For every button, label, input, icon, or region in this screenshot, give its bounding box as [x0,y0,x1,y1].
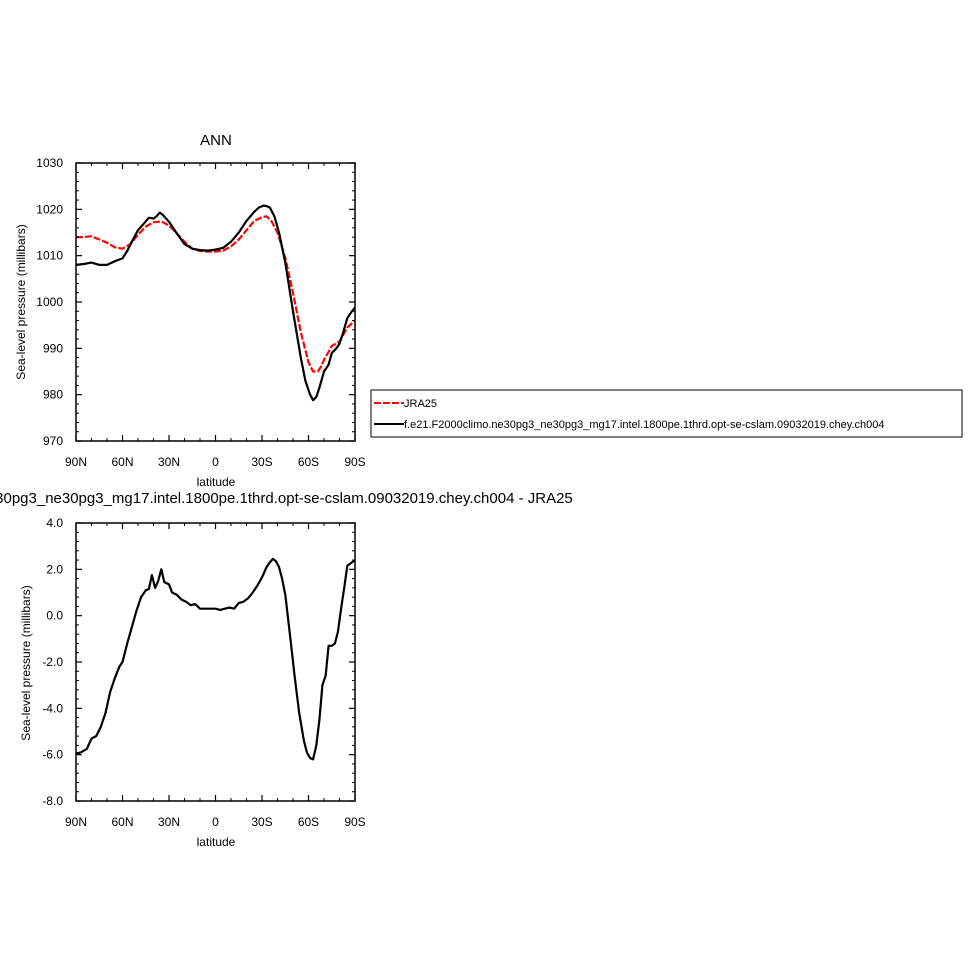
x-tick-label: 90S [344,815,365,829]
y-tick-label: 4.0 [46,516,63,530]
mean-slp-panel: ANN 90N 60N 30N 0 30S 60S 90S 970 980 990 1000 1010… [14,132,366,489]
x-tick-label: 60N [111,455,133,469]
y-tick-label: 1030 [36,156,63,170]
x-tick-label: 0 [212,815,219,829]
x-tick-label: 0 [212,455,219,469]
y-tick-label: 1010 [36,249,63,263]
y-axis-title: Sea-level pressure (millibars) [19,585,33,740]
x-tick-label: 60N [111,815,133,829]
x-axis-title: latitude [197,475,236,489]
series-line-0 [76,215,356,373]
series-line-1 [75,204,356,402]
x-tick-label: 90N [65,815,87,829]
x-tick-label: 30S [251,455,272,469]
difference-panel: f.e21.F2000climo.ne30pg3_ne30pg3_mg17.in… [0,490,573,849]
y-tick-label: 970 [43,434,63,448]
y-tick-label: 990 [43,341,63,355]
legend-label-model: f.e21.F2000climo.ne30pg3_ne30pg3_mg17.in… [404,419,884,431]
legend-label-jra25: JRA25 [404,398,437,410]
legend: JRA25 f.e21.F2000climo.ne30pg3_ne30pg3_m… [370,389,963,438]
y-tick-label: 1000 [36,295,63,309]
x-tick-label: 60S [298,815,319,829]
y-tick-label: -8.0 [42,794,63,808]
x-tick-label: 90N [65,455,87,469]
y-tick-label: 2.0 [46,562,63,576]
plot-area: 90N 60N 30N 0 30S 60S 90S -8.0 -6.0 -4.0 -2.0 0.0 2.… [42,516,365,829]
series-line-0 [75,557,356,761]
x-tick-label: 30S [251,815,272,829]
x-tick-label: 60S [298,455,319,469]
y-axis-title: Sea-level pressure (millibars) [14,224,28,379]
legend-box [370,389,963,438]
panel-title: ANN [200,132,232,149]
x-axis-title: latitude [197,835,236,849]
x-tick-label: 30N [158,455,180,469]
plot-area: 90N 60N 30N 0 30S 60S 90S 970 980 990 1000 1010 1020… [36,156,365,469]
y-tick-label: 1020 [36,202,63,216]
y-tick-label: -2.0 [42,655,63,669]
y-tick-label: 980 [43,388,63,402]
y-tick-label: -6.0 [42,748,63,762]
x-tick-label: 90S [344,455,365,469]
panel-title: f.e21.F2000climo.ne30pg3_ne30pg3_mg17.in… [0,490,573,507]
y-tick-label: 0.0 [46,609,63,623]
x-tick-label: 30N [158,815,180,829]
y-tick-label: -4.0 [42,701,63,715]
